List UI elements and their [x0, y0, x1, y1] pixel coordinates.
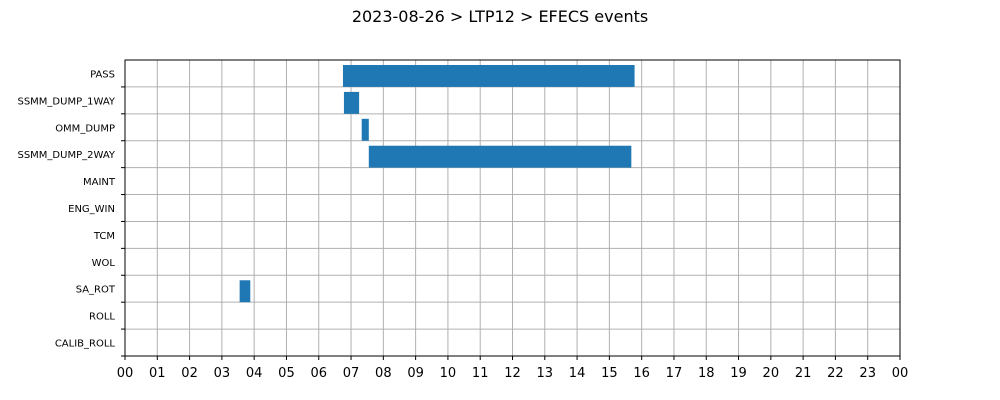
event-bar	[361, 118, 369, 141]
x-tick-label: 07	[343, 366, 360, 381]
y-tick-label: ROLL	[89, 312, 115, 323]
y-tick-label: CALIB_ROLL	[55, 339, 116, 350]
y-tick-label: WOL	[92, 258, 116, 269]
x-tick-label: 17	[666, 366, 683, 381]
x-tick-label: 13	[537, 366, 554, 381]
event-bar	[368, 145, 632, 168]
x-tick-label: 12	[504, 366, 521, 381]
x-tick-label: 14	[569, 366, 586, 381]
y-tick-label: ENG_WIN	[68, 204, 115, 215]
y-tick-label: PASS	[90, 69, 115, 80]
x-tick-label: 22	[827, 366, 844, 381]
x-tick-label: 19	[730, 366, 747, 381]
x-tick-label: 01	[149, 366, 166, 381]
x-tick-label: 11	[472, 366, 489, 381]
x-tick-label: 03	[214, 366, 231, 381]
x-tick-label: 04	[246, 366, 263, 381]
x-tick-label: 23	[859, 366, 876, 381]
grid-lines	[124, 60, 901, 356]
x-tick-label: 18	[698, 366, 715, 381]
x-tick-label: 02	[181, 366, 198, 381]
x-tick-label: 20	[763, 366, 780, 381]
event-bar	[239, 280, 251, 303]
y-tick-label: TCM	[93, 231, 115, 242]
event-bars	[239, 65, 635, 303]
event-bar	[343, 91, 360, 114]
y-tick-label: SSMM_DUMP_2WAY	[17, 150, 115, 161]
x-tick-label: 15	[601, 366, 618, 381]
y-tick-label: SSMM_DUMP_1WAY	[17, 96, 115, 107]
x-tick-label: 00	[117, 366, 134, 381]
x-tick-label: 00	[892, 366, 909, 381]
x-tick-label: 10	[440, 366, 457, 381]
y-tick-label: SA_ROT	[76, 285, 116, 296]
x-axis-ticks: 00 01 02 03 04 05 06 07 08 09 10 11 12 13 14 15 16 17 18 19…	[117, 356, 909, 381]
event-bar	[342, 65, 635, 87]
chart-title: 2023-08-26 > LTP12 > EFECS events	[352, 7, 648, 26]
y-tick-label: MAINT	[83, 177, 116, 188]
y-tick-label: OMM_DUMP	[55, 123, 115, 134]
y-axis-ticks: PASS SSMM_DUMP_1WAY OMM_DUMP SSMM_DUMP_2WAY…	[17, 69, 125, 357]
x-tick-label: 08	[375, 366, 392, 381]
x-tick-label: 09	[407, 366, 424, 381]
x-tick-label: 06	[310, 366, 327, 381]
x-tick-label: 21	[795, 366, 812, 381]
x-tick-label: 16	[633, 366, 650, 381]
x-tick-label: 05	[278, 366, 295, 381]
